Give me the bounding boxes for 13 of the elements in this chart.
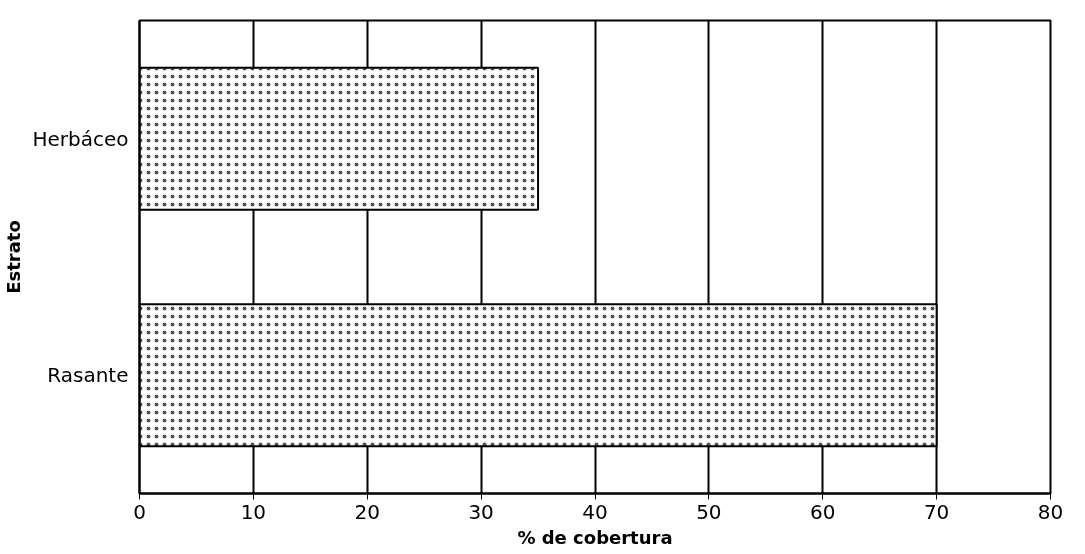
x-tick-label: 20 bbox=[354, 499, 380, 524]
x-tick-label: 30 bbox=[468, 499, 494, 524]
y-axis-title: Estrato bbox=[3, 220, 25, 294]
y-tick-label: Rasante bbox=[47, 363, 129, 388]
y-tick-label: Herbáceo bbox=[32, 126, 129, 151]
x-tick-label: 40 bbox=[582, 499, 608, 524]
x-tick-label: 70 bbox=[923, 499, 950, 524]
x-tick-label: 80 bbox=[1037, 499, 1064, 524]
x-axis-title: % de cobertura bbox=[517, 526, 673, 548]
x-tick-label: 10 bbox=[240, 499, 267, 524]
x-tick-label: 60 bbox=[810, 499, 836, 524]
x-tick-label: 50 bbox=[696, 499, 722, 524]
x-tick-label: 0 bbox=[133, 499, 146, 524]
